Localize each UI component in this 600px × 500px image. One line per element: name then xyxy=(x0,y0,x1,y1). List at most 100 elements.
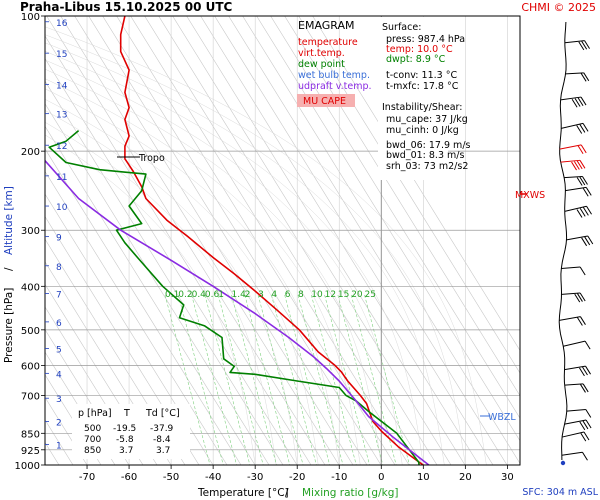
wind-barb-flag xyxy=(582,366,588,376)
moist-adiabat-line xyxy=(45,50,424,465)
y-tick-label: 1000 xyxy=(15,461,40,472)
moist-adiabat-line xyxy=(45,68,382,465)
moist-adiabat-line xyxy=(45,34,466,465)
dry-adiabat-line xyxy=(200,16,480,465)
dry-adiabat-line xyxy=(172,16,452,465)
dry-adiabat-line xyxy=(45,103,270,465)
mixing-ratio-line xyxy=(364,294,410,465)
legend-item-temperature: temperature xyxy=(298,37,358,48)
wind-barb-flag xyxy=(580,73,587,82)
dry-adiabat-line xyxy=(45,216,200,465)
wind-barb-flag xyxy=(580,316,586,325)
wind-barb-staff xyxy=(564,40,585,44)
bwd-01-value: bwd_01: 8.3 m/s xyxy=(386,150,464,161)
mixing-ratio-line xyxy=(231,294,277,465)
wind-barb-flag xyxy=(583,72,590,82)
legend-item-wet-bulb: wet bulb temp. xyxy=(298,70,370,81)
wind-barb-flag xyxy=(576,125,583,134)
mxws-label: MXWS xyxy=(515,190,545,201)
wind-barb-flag xyxy=(579,176,586,186)
altitude-tick-label: 12 xyxy=(56,142,67,152)
mixing-ratio-label: 0.6 xyxy=(205,290,220,300)
x-tick-label: 10 xyxy=(417,472,430,483)
mixing-ratio-line xyxy=(217,294,264,465)
legend-item-updraft: udpraft v.temp. xyxy=(298,81,372,92)
wind-barb-staff xyxy=(563,340,586,347)
mixing-ratio-label: 20 xyxy=(351,290,363,300)
wind-barb-flag xyxy=(579,421,586,431)
bwd-06-value: bwd_06: 17.9 m/s xyxy=(386,140,471,151)
dry-adiabat-line xyxy=(45,80,284,465)
mixing-ratio-label: 4 xyxy=(271,290,277,300)
dry-adiabat-line xyxy=(116,16,396,465)
surface-heading: Surface: xyxy=(382,22,421,33)
dry-adiabat-line xyxy=(45,306,144,465)
y-tick-label: 700 xyxy=(21,391,40,402)
dry-adiabat-line xyxy=(45,351,116,465)
dry-adiabat-line xyxy=(45,125,256,465)
wind-barb-flag xyxy=(574,98,581,107)
grid-inner xyxy=(45,16,520,465)
level-table-bg xyxy=(72,404,190,459)
dry-adiabat-line xyxy=(88,16,368,465)
wind-barb-staff xyxy=(566,235,588,241)
moist-adiabat-line xyxy=(45,59,403,465)
altitude-tick-label: 2 xyxy=(56,418,62,428)
wind-barb-flag xyxy=(578,41,585,51)
mixing-ratio-line xyxy=(284,294,330,465)
y-tick-label: 200 xyxy=(21,147,40,158)
x-tick-label: -10 xyxy=(331,472,347,483)
wind-barb-flag xyxy=(583,431,590,441)
wind-barb-flag xyxy=(585,409,592,418)
wind-barb-staff xyxy=(561,431,585,438)
dry-adiabat-line xyxy=(242,16,520,464)
series-layer xyxy=(45,16,430,465)
wind-barb-flag xyxy=(582,123,589,132)
mixing-ratio-line xyxy=(164,294,211,465)
y-tick-label: 500 xyxy=(21,326,40,337)
wind-barb-staff xyxy=(565,72,584,75)
copyright-text: CHMI © 2025 xyxy=(521,1,596,14)
dry-adiabat-line xyxy=(158,16,438,465)
wind-barb-staff xyxy=(560,96,582,101)
dry-adiabat-line xyxy=(45,35,312,465)
mu-cape-badge-bg xyxy=(297,94,355,107)
wind-barb-flag xyxy=(579,292,586,302)
mixing-ratio-label: 8 xyxy=(298,290,304,300)
mu-cape-badge: MU CAPE xyxy=(303,96,346,107)
wind-barb-flag xyxy=(579,367,585,377)
mixing-ratio-label: 6 xyxy=(285,290,291,300)
y-axis-title-altitude: Altitude [km] xyxy=(3,186,15,255)
wind-profile xyxy=(558,21,594,466)
legend-title: EMAGRAM xyxy=(298,19,355,32)
wind-hodograph-line xyxy=(558,21,568,461)
srh-03-value: srh_03: 73 m2/s2 xyxy=(386,161,468,172)
table-row-td: -37.9 xyxy=(150,424,174,434)
mixing-ratio-line xyxy=(244,294,291,465)
wind-barb-staff xyxy=(560,159,581,163)
wind-barb-staff xyxy=(565,186,587,192)
altitude-tick-label: 15 xyxy=(56,50,67,60)
x-tick-label: -70 xyxy=(79,472,95,483)
wind-barb-staff xyxy=(564,419,587,425)
grid-layer xyxy=(45,16,520,465)
wind-barb-flag xyxy=(584,340,591,350)
wind-barb-flag xyxy=(577,293,583,302)
wind-barb-flag xyxy=(586,206,592,215)
wind-barb-flag xyxy=(587,235,594,245)
moist-adiabat-line xyxy=(45,110,298,465)
mixing-ratio-label: 15 xyxy=(338,290,349,300)
series-udpraft-v-temp-line xyxy=(45,160,430,465)
table-row-t: -19.5 xyxy=(113,424,136,434)
altitude-tick-label: 13 xyxy=(56,111,67,121)
wind-barb-flag xyxy=(581,40,588,50)
mixing-ratio-label: 1.4 xyxy=(232,290,247,300)
dry-adiabat-line xyxy=(186,16,466,465)
table-row-p: 700 xyxy=(84,435,101,445)
mu-cinh-value: mu_cinh: 0 J/kg xyxy=(386,125,459,136)
dry-adiabat-line xyxy=(46,16,326,465)
dry-adiabat-line xyxy=(270,16,520,419)
wind-barb-flag xyxy=(581,237,588,247)
series-dew-point-line xyxy=(48,129,420,465)
dry-adiabat-line xyxy=(45,170,228,465)
